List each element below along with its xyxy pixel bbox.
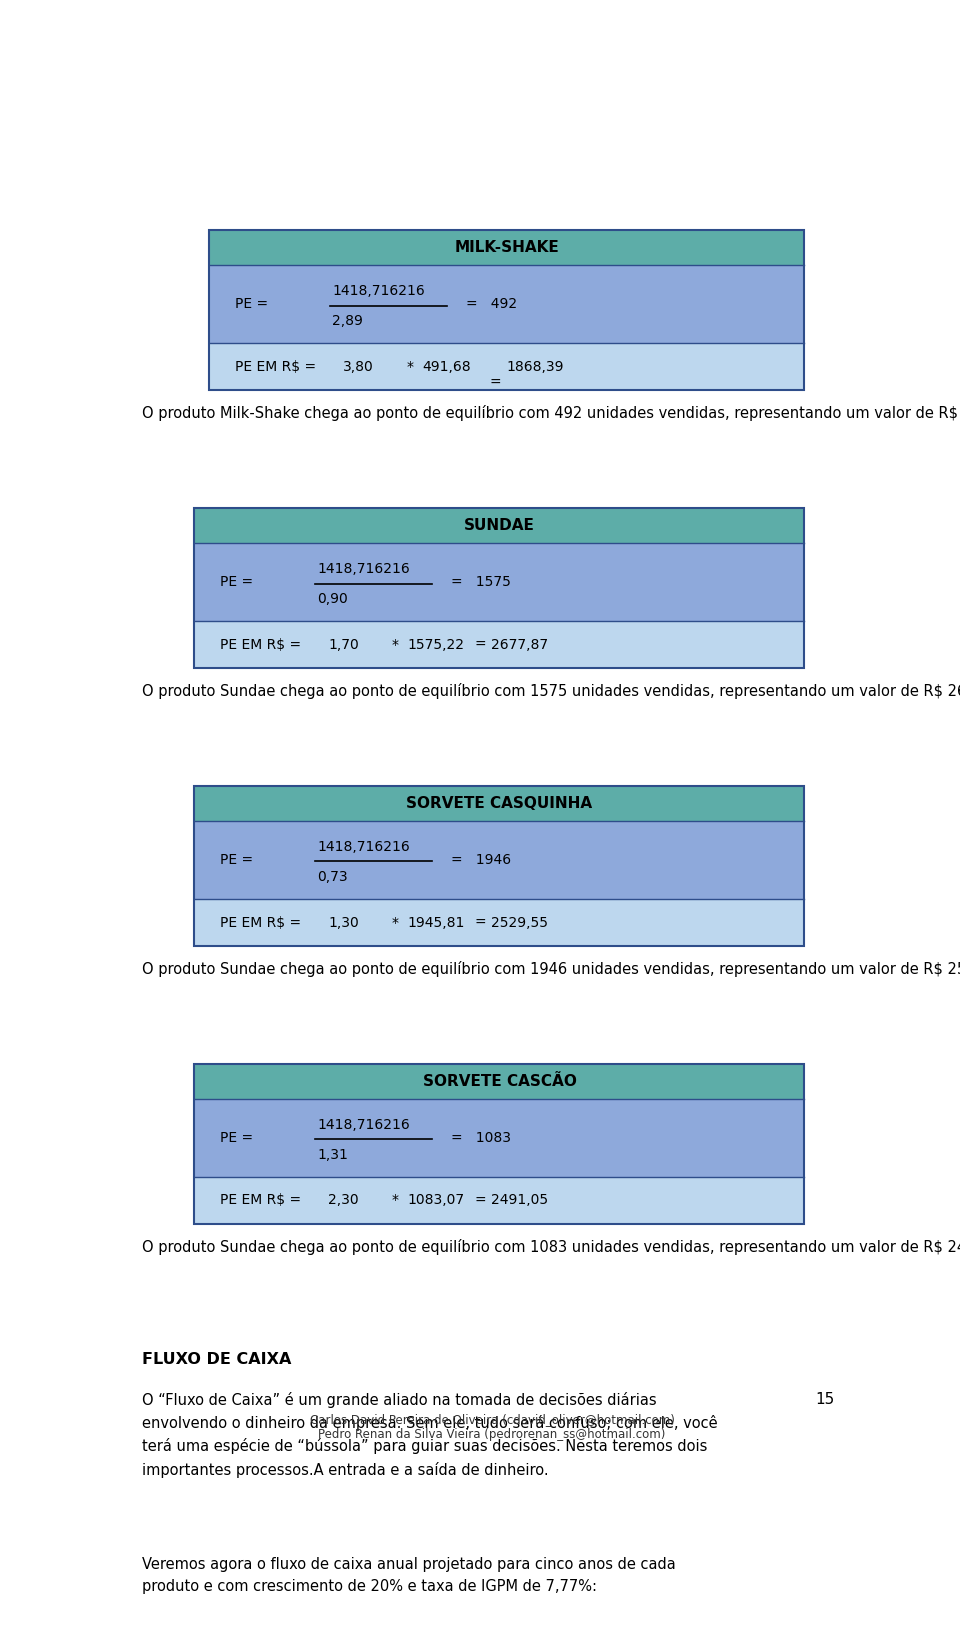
Text: =: =: [475, 915, 487, 930]
Text: =   1946: = 1946: [451, 854, 512, 867]
Bar: [194, 1177, 804, 1224]
Text: 1575,22: 1575,22: [408, 637, 465, 652]
Text: =   492: = 492: [466, 298, 517, 311]
Bar: [194, 543, 804, 621]
Text: 1,70: 1,70: [328, 637, 359, 652]
Text: =: =: [475, 637, 487, 652]
Text: SORVETE CASQUINHA: SORVETE CASQUINHA: [406, 797, 592, 811]
Text: SUNDAE: SUNDAE: [464, 519, 535, 533]
Text: =: =: [475, 1193, 487, 1208]
Text: Veremos agora o fluxo de caixa anual projetado para cinco anos de cada
produto e: Veremos agora o fluxo de caixa anual pro…: [142, 1558, 676, 1593]
Text: O produto Sundae chega ao ponto de equilíbrio com 1083 unidades vendidas, repres: O produto Sundae chega ao ponto de equil…: [142, 1239, 960, 1255]
Text: 1,30: 1,30: [328, 915, 359, 930]
Text: 1083,07: 1083,07: [408, 1193, 465, 1208]
Text: PE =: PE =: [221, 1132, 253, 1145]
Text: 3,80: 3,80: [344, 359, 374, 374]
Text: 1418,716216: 1418,716216: [332, 285, 424, 298]
Text: =   1083: = 1083: [451, 1132, 511, 1145]
Text: Carlos David Pereira de Oliveira (cdavid_oliver@hotmail.com): Carlos David Pereira de Oliveira (cdavid…: [309, 1413, 675, 1426]
Text: 2491,05: 2491,05: [492, 1193, 548, 1208]
Text: 2,89: 2,89: [332, 314, 363, 328]
Text: 2677,87: 2677,87: [492, 637, 548, 652]
Bar: [194, 1063, 804, 1099]
Text: 1418,716216: 1418,716216: [317, 1117, 410, 1132]
Text: Pedro Renan da Silva Vieira (pedrorenan_ss@hotmail.com): Pedro Renan da Silva Vieira (pedrorenan_…: [319, 1428, 665, 1441]
Text: PE EM R$ =: PE EM R$ =: [221, 915, 301, 930]
Bar: [194, 785, 804, 821]
Text: =: =: [490, 376, 501, 390]
Text: O produto Sundae chega ao ponto de equilíbrio com 1575 unidades vendidas, repres: O produto Sundae chega ao ponto de equil…: [142, 683, 960, 699]
Text: PE EM R$ =: PE EM R$ =: [221, 1193, 301, 1208]
Text: *: *: [406, 359, 414, 374]
Bar: [194, 1099, 804, 1177]
Text: PE =: PE =: [221, 576, 253, 589]
Text: 1868,39: 1868,39: [506, 359, 564, 374]
Bar: [194, 509, 804, 543]
Text: 0,73: 0,73: [317, 870, 348, 885]
Text: 1418,716216: 1418,716216: [317, 563, 410, 576]
Text: 2,30: 2,30: [328, 1193, 359, 1208]
Text: =   1575: = 1575: [451, 576, 511, 589]
Text: 0,90: 0,90: [317, 592, 348, 606]
Text: 1945,81: 1945,81: [408, 915, 466, 930]
Bar: [194, 509, 804, 668]
Bar: [194, 821, 804, 899]
Text: *: *: [392, 1193, 398, 1208]
Bar: [194, 621, 804, 668]
Bar: [194, 785, 804, 946]
Text: MILK-SHAKE: MILK-SHAKE: [454, 241, 560, 255]
Text: 491,68: 491,68: [422, 359, 471, 374]
Text: O “Fluxo de Caixa” é um grande aliado na tomada de decisões diárias
envolvendo o: O “Fluxo de Caixa” é um grande aliado na…: [142, 1392, 718, 1478]
Text: PE EM R$ =: PE EM R$ =: [221, 637, 301, 652]
Bar: [209, 343, 804, 390]
Text: 2529,55: 2529,55: [492, 915, 548, 930]
Text: O produto Sundae chega ao ponto de equilíbrio com 1946 unidades vendidas, repres: O produto Sundae chega ao ponto de equil…: [142, 961, 960, 977]
Text: O produto Milk-Shake chega ao ponto de equilíbrio com 492 unidades vendidas, rep: O produto Milk-Shake chega ao ponto de e…: [142, 405, 960, 421]
Bar: [194, 899, 804, 946]
Text: 1418,716216: 1418,716216: [317, 839, 410, 854]
Text: *: *: [392, 915, 398, 930]
Bar: [209, 231, 804, 265]
Text: 1,31: 1,31: [317, 1148, 348, 1163]
Text: SORVETE CASCÃO: SORVETE CASCÃO: [422, 1075, 576, 1089]
Text: PE =: PE =: [221, 854, 253, 867]
Bar: [209, 231, 804, 390]
Text: *: *: [392, 637, 398, 652]
Text: PE =: PE =: [235, 298, 269, 311]
Bar: [194, 1063, 804, 1224]
Bar: [209, 265, 804, 343]
Text: 15: 15: [815, 1392, 834, 1406]
Text: FLUXO DE CAIXA: FLUXO DE CAIXA: [142, 1351, 292, 1367]
Text: PE EM R$ =: PE EM R$ =: [235, 359, 317, 374]
